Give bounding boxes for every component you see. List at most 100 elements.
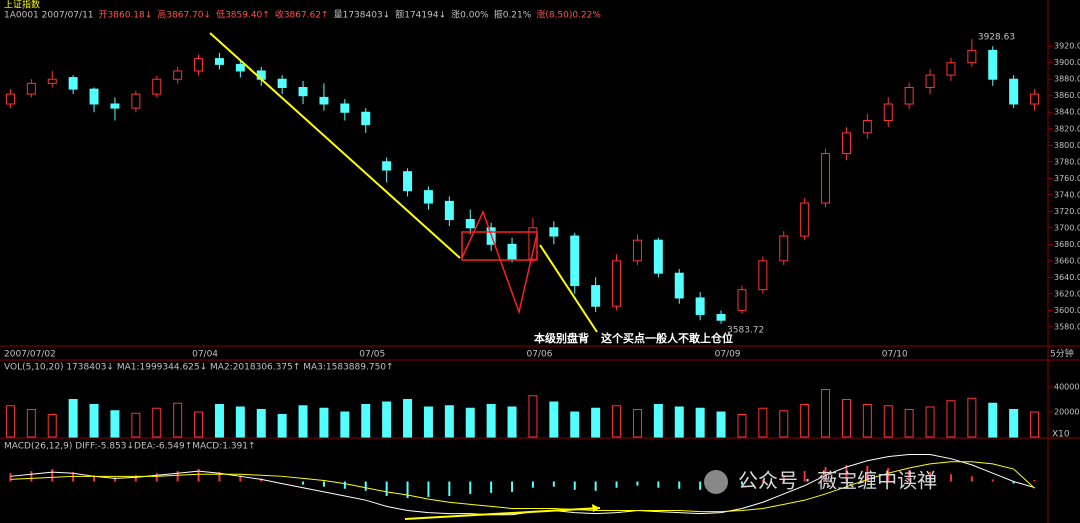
candle-body — [570, 235, 580, 287]
volume-bar — [47, 414, 57, 438]
candle-body — [465, 219, 475, 229]
high-label: 3928.63 — [978, 33, 1015, 43]
candle-body — [1030, 93, 1040, 105]
candle-body — [653, 239, 663, 274]
quote-item: 涨(8.50)0.22% — [536, 10, 601, 21]
volume-bar — [131, 412, 141, 438]
volume-bar — [737, 414, 747, 438]
candle-body — [319, 96, 329, 105]
quote-item: 振0.21% — [494, 9, 532, 21]
x-tick-label: 07/05 — [359, 350, 385, 360]
candle-body — [340, 103, 350, 113]
volume-bar — [444, 405, 454, 438]
candle-body — [5, 93, 15, 105]
volume-bar — [674, 406, 684, 438]
candle-body — [235, 63, 245, 72]
candle-body — [361, 111, 371, 126]
volume-bar — [528, 395, 538, 438]
candle-body — [591, 285, 601, 307]
candle-body — [904, 86, 914, 105]
candle-body — [716, 313, 726, 321]
macd-line — [10, 461, 1035, 513]
volume-bar — [486, 404, 496, 438]
x-tick-label: 07/04 — [192, 350, 218, 360]
candle-body — [152, 78, 162, 95]
candle-body — [862, 120, 872, 134]
volume-bar — [152, 407, 162, 438]
pivot-box — [461, 231, 538, 261]
candle-body — [110, 103, 120, 109]
x-tick-label: 2007/07/02 — [4, 350, 56, 360]
candle-body — [131, 93, 141, 109]
candle-body — [298, 86, 308, 97]
divergence-arrow — [404, 507, 601, 520]
volume-bar — [591, 407, 601, 438]
y-tick-label: 3860.00 — [1054, 91, 1080, 100]
volume-bar — [319, 407, 329, 438]
unit-label: X10 — [1052, 430, 1070, 440]
candle-body — [779, 235, 789, 262]
chart-title: 上证指数 — [4, 0, 40, 11]
candle-body — [26, 82, 36, 95]
candle-body — [632, 239, 642, 262]
candle-body — [967, 49, 977, 64]
panel-title: MACD(26,12,9) DIFF:-5.853↓DEA:-6.549↑MAC… — [4, 442, 256, 452]
candle-body — [883, 103, 893, 122]
volume-bar — [862, 404, 872, 438]
trend-line — [209, 32, 461, 259]
zigzag — [461, 210, 538, 315]
candle-body — [674, 272, 684, 299]
y-tick-label: 3880.00 — [1054, 75, 1080, 84]
quote-item: 开3860.18↓ — [99, 10, 153, 21]
y-tick-label: 3760.00 — [1054, 174, 1080, 183]
candle-body — [89, 88, 99, 105]
candle-body — [758, 260, 768, 291]
low-label: 3583.72 — [727, 325, 764, 335]
candle-body — [612, 260, 622, 307]
volume-bar — [26, 409, 36, 438]
volume-bar — [256, 409, 266, 438]
quote-item: 高3867.70↓ — [157, 9, 211, 21]
candle-body — [214, 58, 224, 65]
y-tick-label: 3640.00 — [1054, 273, 1080, 282]
candle-body — [800, 202, 810, 237]
candle-body — [988, 49, 998, 80]
volume-bar — [1030, 411, 1040, 438]
candle-body — [737, 289, 747, 311]
candle-body — [382, 161, 392, 171]
volume-bar — [194, 411, 204, 438]
y-tick-label: 3920.00 — [1054, 42, 1080, 51]
candle-body — [403, 171, 413, 192]
y-tick-label: 3780.00 — [1054, 157, 1080, 166]
volume-bar — [632, 409, 642, 438]
volume-bar — [382, 401, 392, 438]
quote-item: 收3867.62↑ — [275, 9, 329, 21]
y-tick-label: 3580.00 — [1054, 322, 1080, 331]
watermark-text: 公众号 · 薇宝缠中读禅 — [738, 469, 937, 493]
volume-bar — [340, 411, 350, 438]
volume-bar — [988, 402, 998, 438]
volume-bar — [695, 407, 705, 438]
quote-item: 额174194↓ — [395, 9, 446, 21]
y-tick-label: 3620.00 — [1054, 289, 1080, 298]
y-tick-label: 3820.00 — [1054, 124, 1080, 133]
y-tick-label: 3660.00 — [1054, 256, 1080, 265]
watermark: 公众号 · 薇宝缠中读禅 — [704, 469, 937, 494]
y-tick-label: 200000 — [1054, 408, 1080, 417]
quote-item: 低3859.40↑ — [216, 9, 270, 21]
volume-bar — [465, 407, 475, 438]
volume-bar — [68, 399, 78, 438]
x-tick-label: 07/06 — [527, 350, 553, 360]
quote-item: 1A0001 2007/07/11 — [4, 11, 94, 21]
quote-line: 1A0001 2007/07/11 开3860.18↓ 高3867.70↓ 低3859… — [4, 9, 601, 21]
volume-bar — [423, 406, 433, 438]
candle-body — [925, 74, 935, 88]
panel-title: VOL(5,10,20) 1738403↓ MA1:1999344.625↓ M… — [4, 363, 394, 373]
y-tick-label: 3900.00 — [1054, 58, 1080, 67]
candle-body — [1009, 78, 1019, 105]
volume-bar — [821, 389, 831, 438]
volume-bar — [361, 404, 371, 438]
volume-bar — [779, 410, 789, 438]
volume-bar — [883, 405, 893, 438]
